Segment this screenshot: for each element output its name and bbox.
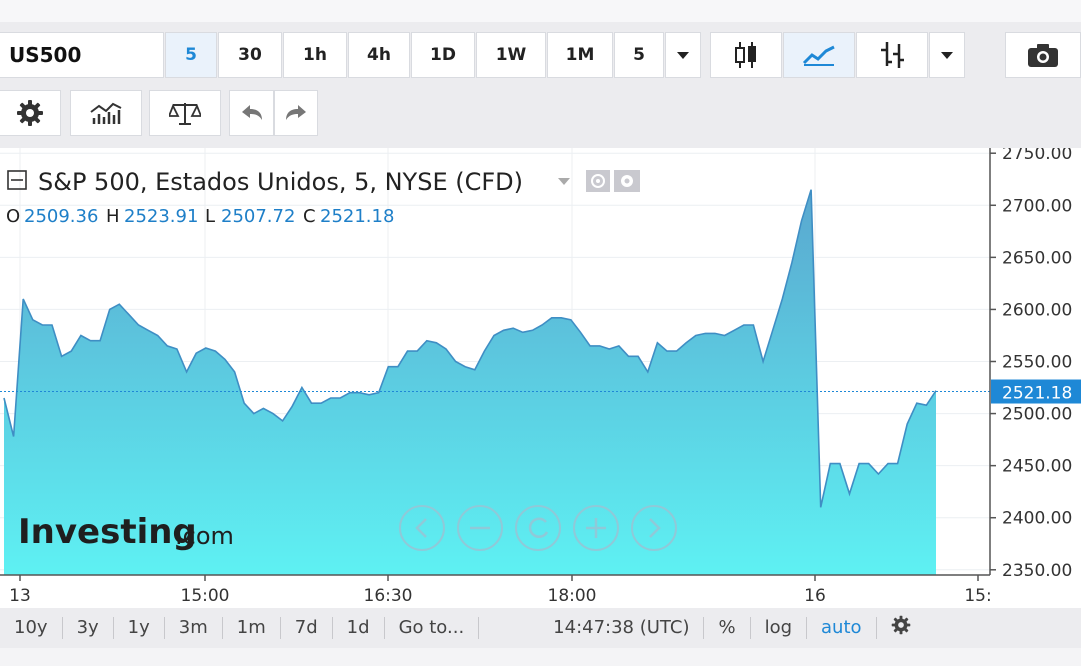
chart-area[interactable]: 2750.00 2700.00 2650.00 2600.00 2550.00 2500.… bbox=[0, 144, 1081, 608]
gear-icon bbox=[891, 615, 910, 635]
bottom-strip bbox=[0, 648, 1081, 666]
legend: S&P 500, Estados Unidos, 5, NYSE (CFD) O… bbox=[6, 168, 640, 227]
x-tick-label: 18:00 bbox=[548, 586, 597, 606]
chart-toolbar: US500 5 30 1h 4h 1D 1W 1M 5 bbox=[0, 22, 1081, 90]
y-tick-label: 2350.00 bbox=[1002, 561, 1072, 581]
candlestick-chart-button[interactable] bbox=[710, 32, 782, 78]
y-tick-label: 2400.00 bbox=[1002, 509, 1072, 529]
range-10y-button[interactable]: 10y bbox=[0, 617, 63, 639]
current-price-label: 2521.18 bbox=[1002, 384, 1072, 404]
price-chart[interactable]: 2750.00 2700.00 2650.00 2600.00 2550.00 2500.… bbox=[0, 144, 1081, 608]
y-tick-label: 2550.00 bbox=[1002, 353, 1072, 373]
y-axis-panel[interactable] bbox=[990, 148, 1081, 608]
range-1m-button[interactable]: 1m bbox=[223, 617, 281, 639]
zoom-in-button[interactable] bbox=[573, 505, 619, 551]
interval-1h-button[interactable]: 1h bbox=[283, 32, 347, 78]
y-tick-label: 2650.00 bbox=[1002, 248, 1072, 268]
interval-4h-button[interactable]: 4h bbox=[348, 32, 410, 78]
price-line bbox=[3, 189, 937, 508]
x-tick-label: 15: bbox=[964, 586, 991, 606]
compare-icon bbox=[169, 103, 201, 125]
chevron-right-icon bbox=[649, 518, 661, 538]
x-tick-label: 15:00 bbox=[181, 586, 230, 606]
screenshot-button[interactable] bbox=[1005, 32, 1081, 78]
y-tick-label: 2500.00 bbox=[1002, 405, 1072, 425]
undo-button[interactable] bbox=[229, 90, 274, 136]
bar-chart-icon bbox=[881, 42, 904, 68]
y-tick-label: 2600.00 bbox=[1002, 300, 1072, 320]
indicators-icon bbox=[90, 102, 122, 124]
interval-custom-button[interactable]: 5 bbox=[614, 32, 664, 78]
indicators-button[interactable] bbox=[70, 90, 142, 136]
series-settings-icon[interactable] bbox=[614, 170, 640, 192]
range-1d-button[interactable]: 1d bbox=[333, 617, 385, 639]
clock-display: 14:47:38 (UTC) bbox=[539, 617, 705, 639]
top-strip bbox=[0, 0, 1081, 22]
bottom-toolbar: 10y 3y 1y 3m 1m 7d 1d Go to... 14:47:38 … bbox=[0, 608, 1081, 648]
range-3y-button[interactable]: 3y bbox=[63, 617, 114, 639]
goto-button[interactable]: Go to... bbox=[385, 617, 480, 639]
compare-button[interactable] bbox=[149, 90, 221, 136]
interval-1m-button[interactable]: 1M bbox=[547, 32, 613, 78]
reset-icon bbox=[528, 517, 549, 538]
camera-icon bbox=[1028, 44, 1058, 67]
x-tick-label: 16 bbox=[804, 586, 826, 606]
y-tick-label: 2700.00 bbox=[1002, 196, 1072, 216]
current-price-tag bbox=[991, 379, 1081, 404]
area-chart-icon bbox=[802, 45, 835, 66]
visibility-icon[interactable] bbox=[586, 170, 610, 192]
gear-icon bbox=[16, 100, 43, 126]
chevron-left-icon bbox=[415, 518, 427, 538]
x-axis-panel[interactable] bbox=[0, 575, 990, 608]
interval-5-button[interactable]: 5 bbox=[165, 32, 217, 78]
settings-button[interactable] bbox=[0, 90, 61, 136]
bar-chart-button[interactable] bbox=[856, 32, 928, 78]
scroll-right-button[interactable] bbox=[631, 505, 677, 551]
price-area-fill bbox=[4, 189, 936, 575]
auto-scale-toggle[interactable]: auto bbox=[807, 617, 877, 639]
zoom-out-button[interactable] bbox=[457, 505, 503, 551]
redo-icon bbox=[286, 105, 306, 120]
range-3m-button[interactable]: 3m bbox=[165, 617, 223, 639]
legend-title: S&P 500, Estados Unidos, 5, NYSE (CFD) bbox=[38, 168, 523, 196]
scroll-left-button[interactable] bbox=[399, 505, 445, 551]
x-tick-label: 13 bbox=[9, 586, 31, 606]
watermark-suffix: .com bbox=[175, 522, 234, 550]
y-tick-label: 2450.00 bbox=[1002, 457, 1072, 477]
ohlc-values: O 2509.36 H 2523.91 L 2507.72 C 2521.18 bbox=[6, 206, 394, 227]
watermark-brand: Investing bbox=[18, 512, 197, 552]
area-chart-button[interactable] bbox=[783, 32, 855, 78]
chart-nav-buttons bbox=[399, 505, 677, 551]
range-7d-button[interactable]: 7d bbox=[281, 617, 333, 639]
chart-type-dropdown-button[interactable] bbox=[929, 32, 965, 78]
interval-30-button[interactable]: 30 bbox=[218, 32, 282, 78]
chart-toolbar-secondary bbox=[0, 84, 1081, 144]
y-tick-label: 2750.00 bbox=[1002, 148, 1072, 164]
symbol-input[interactable]: US500 bbox=[0, 32, 164, 78]
range-1y-button[interactable]: 1y bbox=[114, 617, 165, 639]
interval-1w-button[interactable]: 1W bbox=[476, 32, 546, 78]
percent-scale-toggle[interactable]: % bbox=[704, 617, 751, 639]
undo-icon bbox=[241, 105, 262, 120]
dropdown-icon bbox=[677, 52, 689, 59]
candlestick-icon bbox=[735, 42, 756, 68]
interval-dropdown-button[interactable] bbox=[665, 32, 701, 78]
legend-dropdown-icon[interactable] bbox=[558, 178, 570, 185]
interval-1d-button[interactable]: 1D bbox=[411, 32, 475, 78]
dropdown-icon bbox=[941, 52, 953, 59]
reset-view-button[interactable] bbox=[515, 505, 561, 551]
log-scale-toggle[interactable]: log bbox=[751, 617, 808, 639]
x-tick-label: 16:30 bbox=[364, 586, 413, 606]
zoom-in-icon bbox=[586, 518, 606, 538]
redo-button[interactable] bbox=[274, 90, 318, 136]
bottom-settings-button[interactable] bbox=[877, 615, 925, 641]
collapse-legend-icon[interactable] bbox=[7, 170, 27, 190]
